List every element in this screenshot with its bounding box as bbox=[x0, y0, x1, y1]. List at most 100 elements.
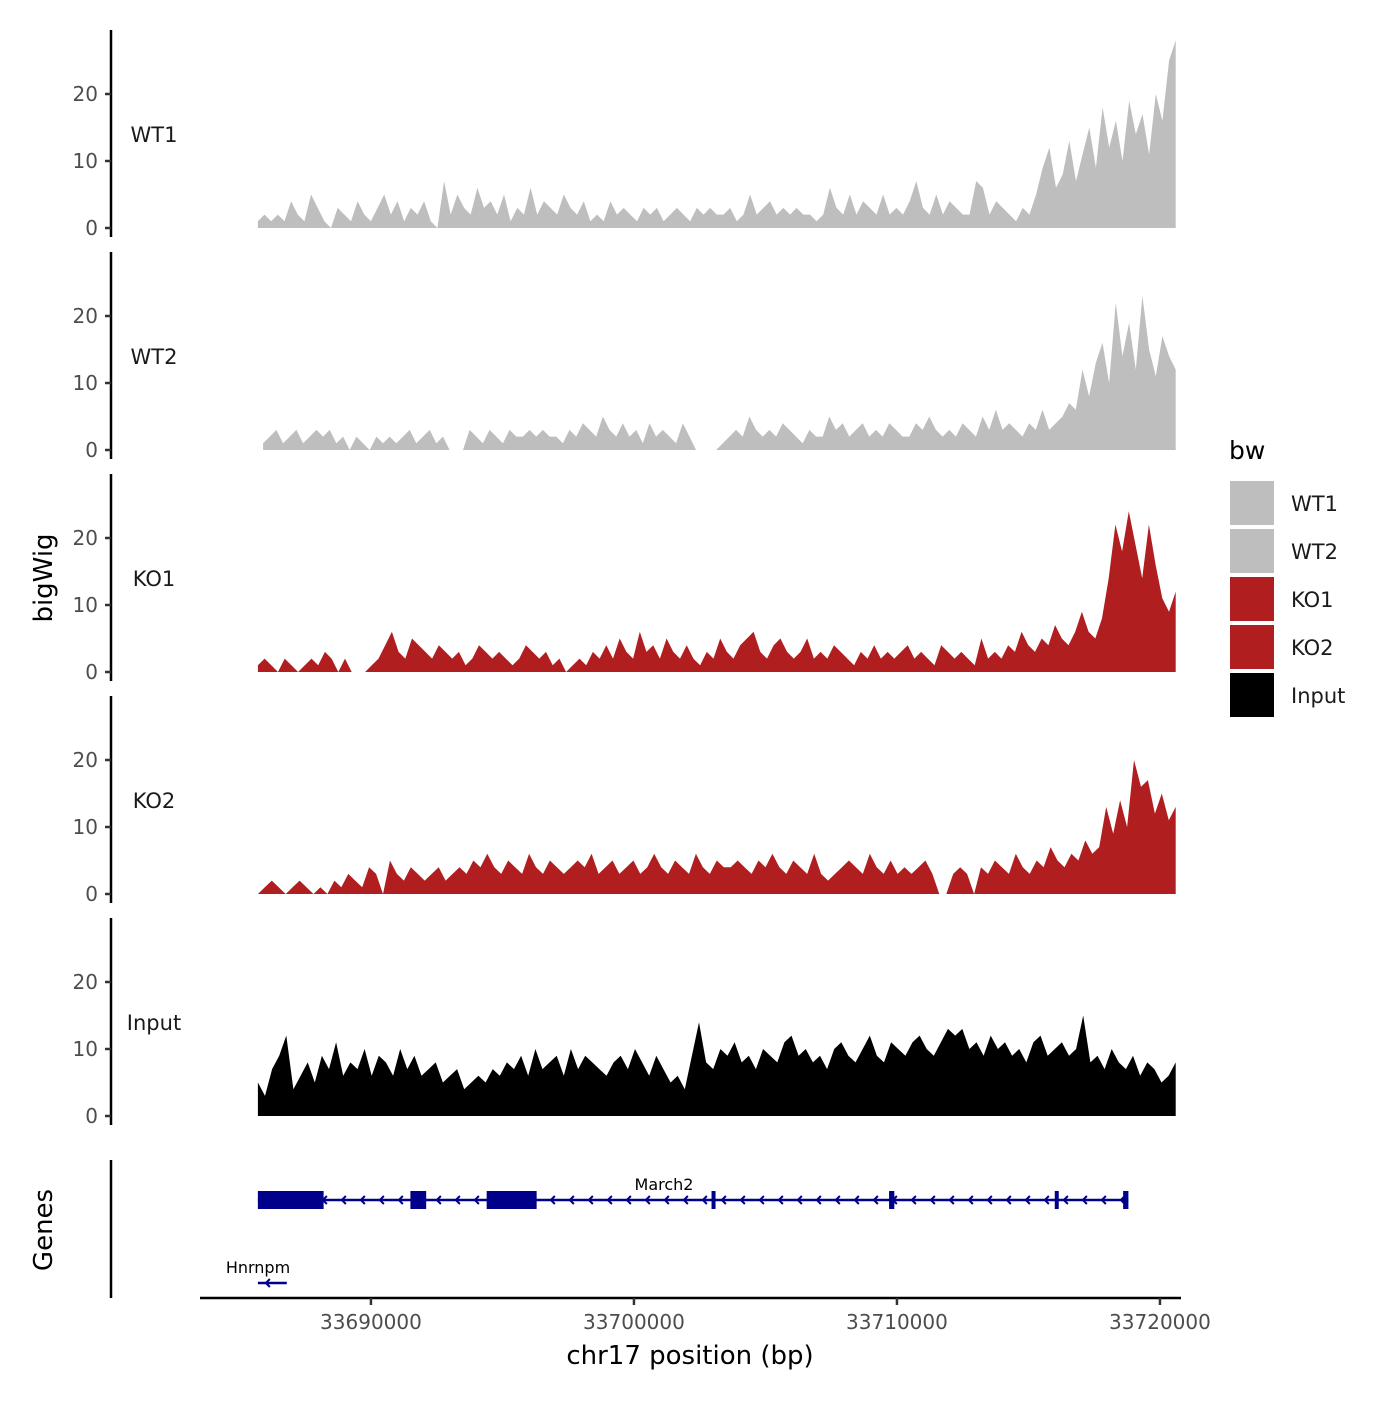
strand-arrow bbox=[264, 1278, 271, 1288]
track-label: WT2 bbox=[131, 345, 178, 369]
legend-label-input: Input bbox=[1291, 684, 1345, 708]
y-tick-label: 0 bbox=[85, 1104, 98, 1128]
strand-arrow bbox=[1062, 1195, 1069, 1205]
x-axis-title: chr17 position (bp) bbox=[566, 1341, 813, 1371]
strand-arrow bbox=[796, 1195, 803, 1205]
strand-arrow bbox=[549, 1195, 556, 1205]
y-tick-label: 20 bbox=[73, 82, 98, 106]
x-tick-label: 33710000 bbox=[846, 1310, 948, 1334]
strand-arrow bbox=[663, 1195, 670, 1205]
strand-arrow bbox=[682, 1195, 689, 1205]
y-tick-label: 20 bbox=[73, 526, 98, 550]
gene-label: Hnrnpm bbox=[226, 1258, 290, 1277]
strand-arrow bbox=[758, 1195, 765, 1205]
exon bbox=[711, 1191, 716, 1209]
y-tick-label: 0 bbox=[85, 660, 98, 684]
y-tick-label: 10 bbox=[73, 1037, 98, 1061]
strand-arrow bbox=[1081, 1195, 1088, 1205]
y-tick-label: 10 bbox=[73, 371, 98, 395]
strand-arrow bbox=[435, 1195, 442, 1205]
x-tick-label: 33720000 bbox=[1109, 1310, 1211, 1334]
track-ko1: 0 10 20 KO1 bbox=[73, 474, 1176, 684]
gene-label: March2 bbox=[635, 1175, 694, 1194]
legend: bw WT1 WT2 KO1 KO2 Input bbox=[1229, 436, 1345, 717]
y-tick-label: 20 bbox=[73, 304, 98, 328]
legend-title: bw bbox=[1229, 436, 1265, 465]
track-input: 0 10 20 Input bbox=[73, 918, 1176, 1128]
x-tick-label: 33700000 bbox=[583, 1310, 685, 1334]
strand-arrow bbox=[1005, 1195, 1012, 1205]
y-tick-label: 0 bbox=[85, 882, 98, 906]
strand-arrow bbox=[397, 1195, 404, 1205]
strand-arrow bbox=[1043, 1195, 1050, 1205]
strand-arrow bbox=[910, 1195, 917, 1205]
legend-label-ko1: KO1 bbox=[1291, 588, 1334, 612]
coverage-area bbox=[257, 40, 1176, 229]
y-tick-label: 20 bbox=[73, 970, 98, 994]
strand-arrow bbox=[739, 1195, 746, 1205]
y-tick-label: 10 bbox=[73, 593, 98, 617]
strand-arrow bbox=[948, 1195, 955, 1205]
track-label: WT1 bbox=[131, 123, 178, 147]
track-label: KO2 bbox=[133, 789, 176, 813]
exon bbox=[486, 1191, 537, 1209]
legend-label-ko2: KO2 bbox=[1291, 636, 1334, 660]
strand-arrow bbox=[644, 1195, 651, 1205]
exon bbox=[410, 1191, 427, 1209]
gene-track: March2 Hnrnpm bbox=[109, 1160, 1129, 1298]
x-axis: 33690000 33700000 33710000 33720000 bbox=[200, 1296, 1211, 1334]
y-tick-label: 0 bbox=[85, 216, 98, 240]
strand-arrow bbox=[473, 1195, 480, 1205]
legend-key-wt1 bbox=[1230, 481, 1274, 525]
exon bbox=[257, 1191, 324, 1209]
strand-arrow bbox=[359, 1195, 366, 1205]
legend-key-wt2 bbox=[1230, 529, 1274, 573]
strand-arrow bbox=[568, 1195, 575, 1205]
track-ko2: 0 10 20 KO2 bbox=[73, 696, 1176, 906]
track-wt1: 0 10 20 WT1 bbox=[73, 30, 1176, 240]
strand-arrow bbox=[777, 1195, 784, 1205]
track-wt2: 0 10 20 WT2 bbox=[73, 252, 1176, 462]
strand-arrow bbox=[587, 1195, 594, 1205]
gene-track-title: Genes bbox=[29, 1189, 59, 1271]
coverage-area bbox=[263, 295, 1176, 450]
track-label: Input bbox=[127, 1011, 181, 1035]
strand-arrow bbox=[720, 1195, 727, 1205]
gene-hnrnpm: Hnrnpm bbox=[226, 1258, 290, 1288]
legend-label-wt2: WT2 bbox=[1291, 540, 1338, 564]
y-tick-label: 10 bbox=[73, 815, 98, 839]
strand-arrow bbox=[815, 1195, 822, 1205]
exon bbox=[1054, 1191, 1059, 1209]
coverage-tracks: 0 10 20 WT1 0 10 20 WT2 0 10 20 KO1 0 10 20 KO2 0 10 20 Inp… bbox=[73, 30, 1176, 1128]
strand-arrow bbox=[1024, 1195, 1031, 1205]
legend-key-ko2 bbox=[1230, 625, 1274, 669]
gene-march2: March2 bbox=[257, 1175, 1129, 1209]
strand-arrow bbox=[834, 1195, 841, 1205]
coverage-area bbox=[257, 760, 1176, 894]
y-tick-label: 20 bbox=[73, 748, 98, 772]
strand-arrow bbox=[1100, 1195, 1107, 1205]
strand-arrow bbox=[929, 1195, 936, 1205]
legend-label-wt1: WT1 bbox=[1291, 492, 1338, 516]
x-tick-label: 33690000 bbox=[320, 1310, 422, 1334]
coverage-area bbox=[257, 511, 1176, 672]
strand-arrow bbox=[378, 1195, 385, 1205]
strand-arrow bbox=[872, 1195, 879, 1205]
strand-arrow bbox=[986, 1195, 993, 1205]
strand-arrow bbox=[701, 1195, 708, 1205]
exon bbox=[1123, 1191, 1129, 1209]
y-tick-label: 10 bbox=[73, 149, 98, 173]
strand-arrow bbox=[967, 1195, 974, 1205]
strand-arrow bbox=[340, 1195, 347, 1205]
strand-arrow bbox=[606, 1195, 613, 1205]
legend-key-input bbox=[1230, 673, 1274, 717]
exon bbox=[889, 1191, 895, 1209]
y-tick-label: 0 bbox=[85, 438, 98, 462]
coverage-area bbox=[257, 1015, 1176, 1116]
track-label: KO1 bbox=[133, 567, 176, 591]
legend-key-ko1 bbox=[1230, 577, 1274, 621]
strand-arrow bbox=[454, 1195, 461, 1205]
strand-arrow bbox=[853, 1195, 860, 1205]
strand-arrow bbox=[625, 1195, 632, 1205]
